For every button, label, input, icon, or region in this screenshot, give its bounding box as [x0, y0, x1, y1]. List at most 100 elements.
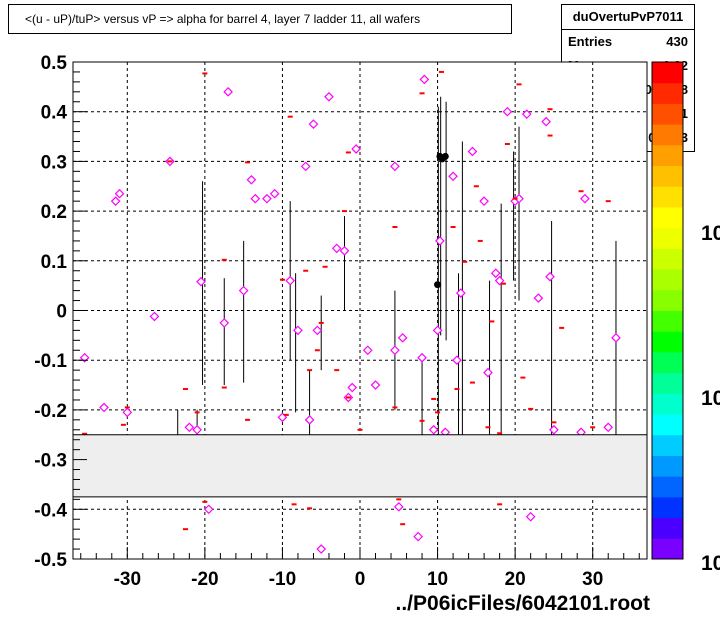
colorbar-segment: [652, 434, 683, 456]
stats-label: Mean x: [568, 58, 613, 73]
data-point: [262, 193, 272, 204]
data-point: [347, 382, 358, 393]
data-point: [525, 511, 536, 522]
x-tick-label: 20: [505, 569, 526, 590]
data-point: [390, 161, 400, 172]
stats-row-entries: Entries 430: [562, 30, 694, 54]
stats-label: Entries: [568, 34, 613, 49]
colorbar-segment: [652, 289, 683, 311]
stats-row-rms-x: RMS x 16.71: [562, 102, 694, 126]
colorbar-label: 10: [701, 387, 720, 410]
data-point: [196, 276, 206, 287]
data-point: [184, 422, 195, 433]
y-tick-label: 0.3: [41, 152, 67, 173]
data-point: [331, 243, 342, 254]
data-point: [165, 156, 175, 167]
empty-band: [72, 434, 648, 498]
stats-row-mean-y: Mean y -0.003358: [562, 78, 694, 102]
data-point: [455, 288, 466, 298]
data-point: [413, 531, 424, 542]
data-point: [250, 193, 261, 204]
data-point: [99, 402, 109, 413]
x-tick-label: -20: [191, 569, 218, 590]
y-tick-label: 0: [56, 302, 67, 323]
stats-label: RMS y: [568, 130, 608, 145]
data-point: [580, 193, 590, 204]
colorbar-segment: [652, 538, 683, 560]
data-point: [269, 188, 280, 199]
data-point: [521, 109, 532, 120]
data-point: [293, 325, 303, 336]
y-tick-label: -0.3: [34, 451, 67, 472]
data-point: [436, 152, 444, 160]
colorbar-segment: [652, 248, 683, 270]
data-point: [393, 501, 404, 512]
data-point: [223, 86, 233, 97]
colorbar-segment: [652, 227, 683, 249]
data-point: [308, 119, 319, 129]
stats-value: -0.003358: [629, 82, 688, 97]
data-point: [79, 352, 90, 363]
data-point: [448, 171, 458, 182]
data-point: [114, 188, 125, 199]
y-tick-label: -0.5: [34, 550, 67, 571]
colorbar-segment: [652, 331, 683, 353]
stats-row-mean-x: Mean x 1.62: [562, 54, 694, 78]
x-tick-label: 10: [427, 569, 448, 590]
y-tick-label: 0.5: [41, 53, 68, 74]
data-point: [316, 544, 327, 554]
data-point: [238, 285, 249, 296]
data-point: [435, 236, 445, 246]
data-point: [432, 325, 443, 336]
colorbar-segment: [652, 372, 683, 394]
data-point: [576, 427, 586, 438]
data-point: [312, 325, 323, 336]
colorbar-segment: [652, 165, 683, 187]
data-point: [277, 412, 288, 423]
colorbar-label: 10: [701, 222, 720, 245]
colorbar-segment: [652, 351, 683, 374]
data-point: [219, 318, 230, 328]
data-point: [339, 246, 350, 256]
colorbar-segment: [652, 517, 683, 539]
data-point: [549, 424, 559, 435]
data-point: [467, 146, 478, 157]
data-point: [351, 144, 361, 154]
data-point: [110, 196, 121, 207]
data-point: [203, 504, 214, 515]
y-tick-label: -0.4: [34, 500, 67, 521]
x-tick-label: -10: [269, 569, 296, 590]
data-point: [362, 345, 373, 356]
data-point: [419, 74, 430, 85]
y-tick-label: 0.1: [41, 252, 68, 273]
data-point: [149, 311, 160, 322]
plot-title: <(u - uP)/tuP> versus vP => alpha for ba…: [8, 4, 512, 34]
data-point: [428, 424, 439, 435]
stats-label: Mean y: [568, 82, 613, 97]
colorbar-segment: [652, 496, 683, 519]
data-point: [541, 116, 552, 127]
data-point: [397, 332, 408, 343]
data-point: [545, 271, 555, 282]
data-point: [483, 367, 493, 378]
data-point: [603, 422, 614, 433]
x-tick-label: 30: [582, 569, 603, 590]
file-path-label: ../P06icFiles/6042101.root: [395, 592, 650, 615]
stats-name: duOvertuPvP7011: [562, 5, 694, 30]
data-point: [434, 281, 442, 289]
y-tick-label: 0.4: [41, 103, 68, 124]
stats-value: 16.71: [655, 106, 688, 121]
stats-row-rms-y: RMS y 0.2833: [562, 126, 694, 150]
data-point: [440, 427, 451, 438]
data-point: [390, 345, 400, 356]
data-point: [300, 161, 311, 172]
data-point: [285, 275, 296, 286]
data-point: [122, 407, 133, 418]
data-point: [533, 293, 544, 303]
data-point: [417, 352, 427, 363]
data-point: [452, 355, 462, 366]
colorbar-segment: [652, 310, 683, 332]
colorbar-segment: [652, 476, 683, 498]
data-point: [441, 152, 449, 160]
data-point: [611, 332, 621, 343]
